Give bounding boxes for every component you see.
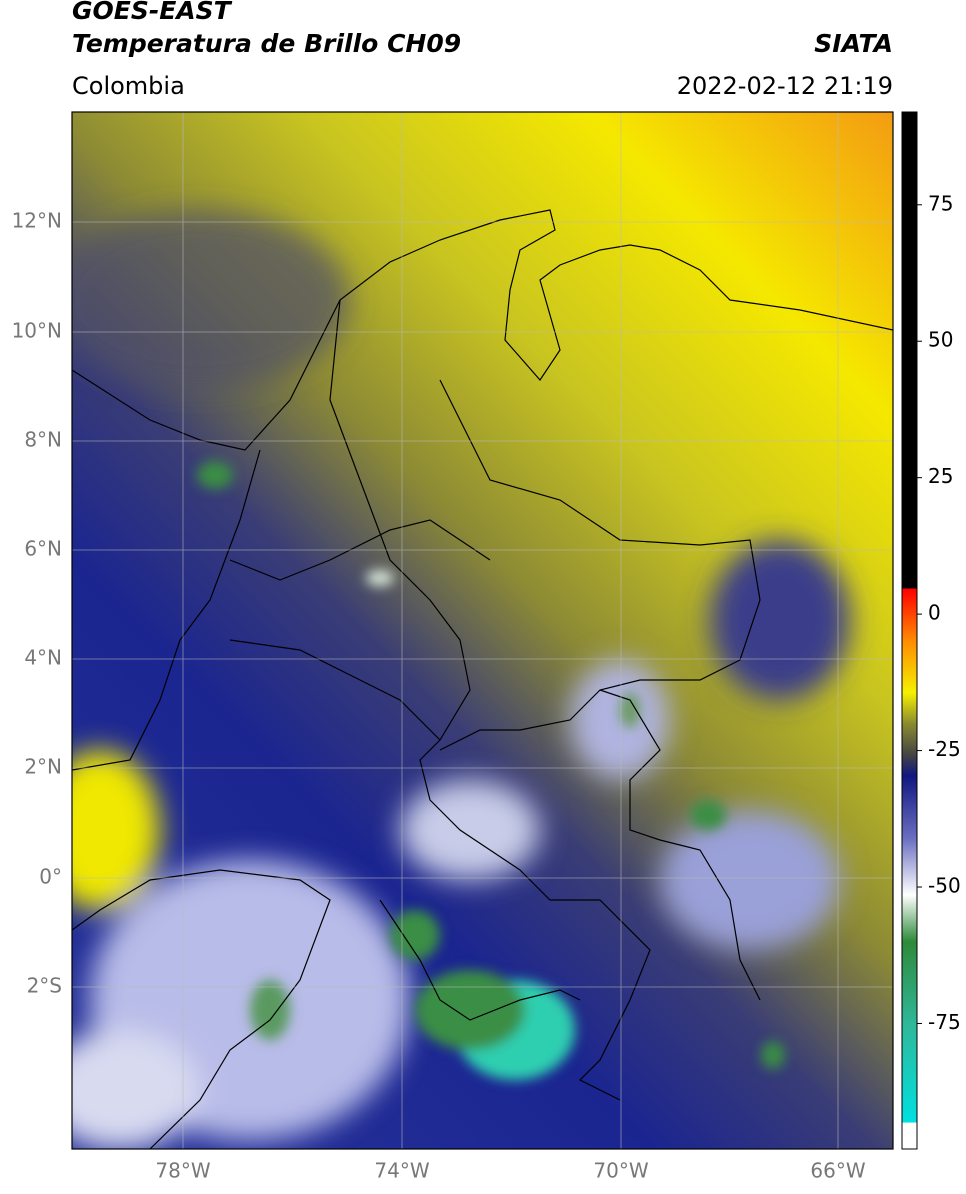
- graticule: [72, 112, 893, 1149]
- map-frame: [71, 111, 894, 1150]
- lat-label: 12°N: [12, 209, 62, 233]
- satellite: GOES-EAST: [72, 0, 233, 25]
- colorbar-tick-label: -25: [928, 737, 961, 761]
- colorbar-tick-label: -50: [928, 874, 961, 898]
- lat-label: 6°N: [24, 537, 62, 561]
- lat-label: 4°N: [24, 646, 62, 670]
- map-image: [72, 112, 893, 1149]
- lon-label: 70°W: [593, 1159, 648, 1183]
- region: Colombia: [72, 72, 185, 100]
- colorbar-tick-label: 50: [928, 328, 953, 352]
- colorbar-tick-label: 25: [928, 464, 953, 488]
- lat-label: 2°S: [27, 974, 62, 998]
- colorbar: [901, 111, 918, 1150]
- product: Temperatura de Brillo CH09: [72, 29, 461, 58]
- lat-label: 0°: [39, 865, 62, 889]
- lon-label: 78°W: [155, 1159, 210, 1183]
- lon-label: 66°W: [810, 1159, 865, 1183]
- colorbar-tick-label: -75: [928, 1010, 961, 1034]
- lat-label: 8°N: [24, 428, 62, 452]
- lon-label: 74°W: [374, 1159, 429, 1183]
- lat-label: 2°N: [24, 755, 62, 779]
- source: SIATA: [814, 29, 893, 58]
- colorbar-tick-label: 0: [928, 601, 941, 625]
- lat-label: 10°N: [12, 319, 62, 343]
- datetime: 2022-02-12 21:19: [677, 72, 893, 100]
- colorbar-tick-label: 75: [928, 191, 953, 215]
